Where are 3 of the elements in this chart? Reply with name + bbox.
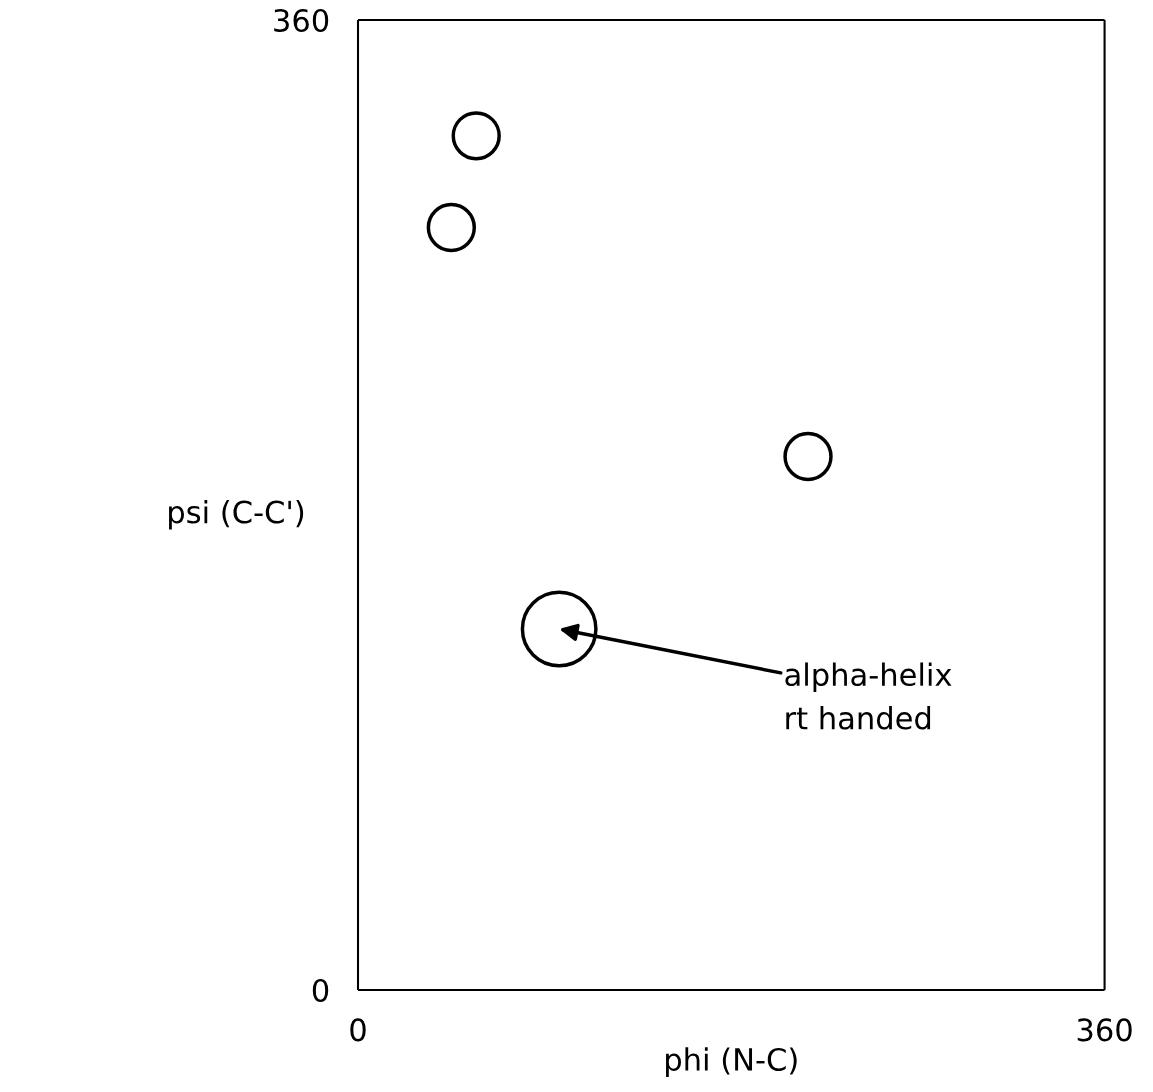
y-axis-title: psi (C-C') [169, 499, 304, 530]
annotation: alpha-helix rt handed [785, 662, 952, 730]
x-axis-title: phi (N-C) [666, 1047, 797, 1077]
